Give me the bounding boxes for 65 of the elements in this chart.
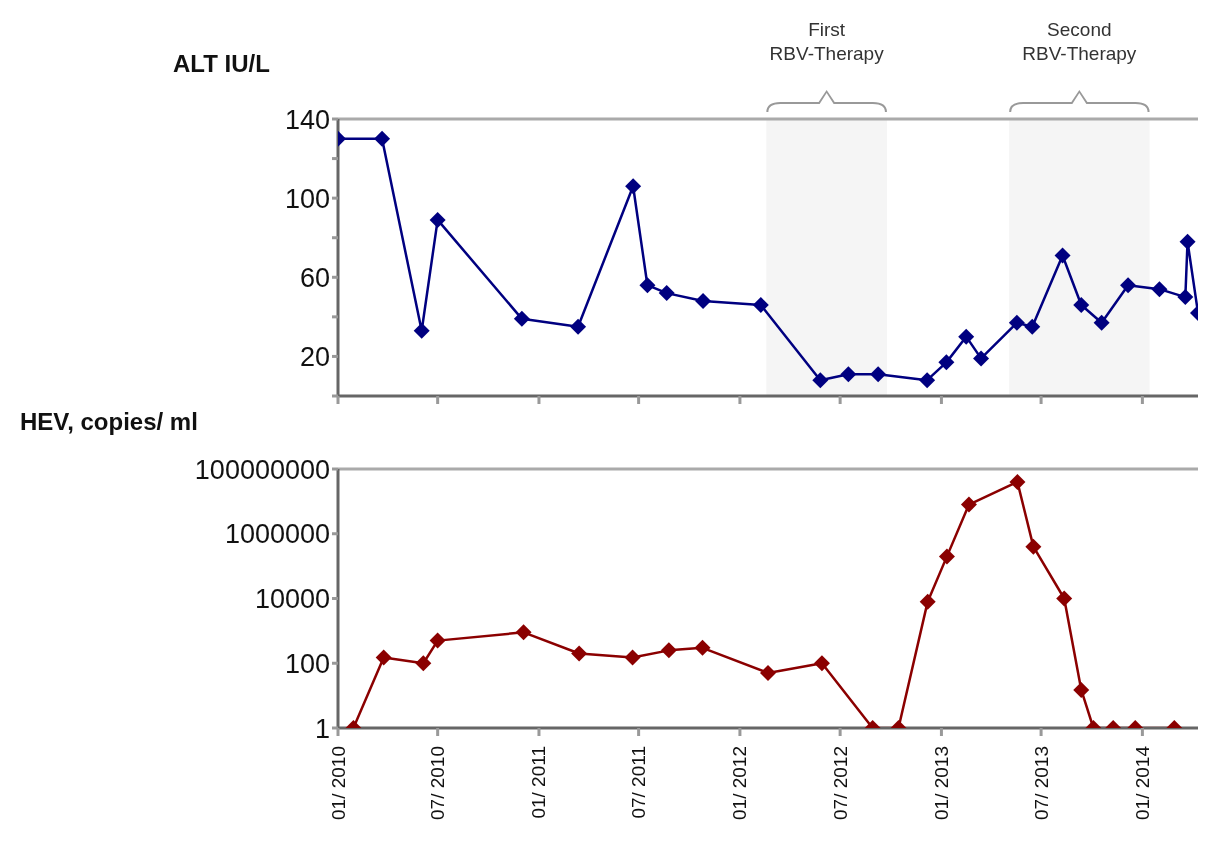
point (515, 624, 532, 641)
point (1093, 314, 1110, 331)
band-label: First RBV-Therapy (769, 19, 885, 64)
point (752, 296, 769, 313)
point (513, 310, 530, 327)
point (1008, 314, 1025, 331)
x-tick-label: 07/ 2013 (1030, 746, 1052, 820)
point (1054, 247, 1071, 264)
point (1177, 289, 1194, 306)
y-tick-label: 100 (284, 183, 330, 214)
y-tick-label: 1000000 (224, 519, 330, 550)
y-axis-title: ALT IU/L (173, 50, 270, 78)
point (1120, 277, 1137, 294)
point (1009, 473, 1026, 490)
point (415, 655, 432, 672)
point (919, 372, 936, 389)
point (813, 655, 830, 672)
y-tick-label: 60 (299, 262, 330, 293)
point (1073, 681, 1090, 698)
y-tick-label: 20 (299, 342, 330, 373)
point (760, 665, 776, 681)
point (658, 285, 675, 302)
point (1025, 538, 1042, 555)
x-tick-label: 01/ 2011 (528, 746, 550, 819)
point (1073, 296, 1090, 313)
point (1024, 318, 1041, 335)
point (429, 632, 446, 649)
point (1151, 281, 1168, 298)
x-tick-label: 01/ 2014 (1131, 745, 1153, 820)
point (375, 649, 392, 666)
point (1056, 590, 1073, 607)
y-tick-label: 100000000 (194, 454, 330, 485)
point (973, 350, 990, 367)
point (840, 366, 857, 383)
point (958, 328, 975, 345)
point (938, 354, 955, 371)
point (1179, 233, 1196, 250)
point (695, 293, 712, 310)
x-tick-label: 07/ 2010 (427, 746, 449, 820)
x-tick-label: 07/ 2012 (829, 746, 851, 820)
point (660, 642, 677, 659)
x-tick-label: 07/ 2011 (628, 746, 650, 819)
y-tick-label: 140 (284, 104, 330, 135)
point (919, 593, 936, 610)
x-tick-label: 01/ 2012 (729, 746, 751, 820)
band-label: Second RBV-Therapy (1022, 19, 1137, 64)
point (694, 639, 711, 656)
x-tick-label: 01/ 2013 (930, 746, 952, 820)
point (429, 211, 446, 228)
y-tick-label: 100 (284, 648, 330, 679)
point (374, 130, 391, 147)
point (624, 649, 641, 666)
point (870, 366, 887, 383)
point (625, 178, 642, 195)
y-axis-title: HEV, copies/ ml (20, 408, 198, 436)
point (571, 645, 588, 662)
point (639, 277, 656, 294)
point (938, 548, 955, 565)
point (570, 318, 587, 335)
point (413, 322, 430, 339)
point (960, 496, 977, 513)
y-tick-label: 1 (314, 713, 330, 744)
y-tick-label: 10000 (254, 584, 330, 615)
x-tick-label: 01/ 2010 (327, 746, 349, 820)
point (812, 372, 829, 389)
